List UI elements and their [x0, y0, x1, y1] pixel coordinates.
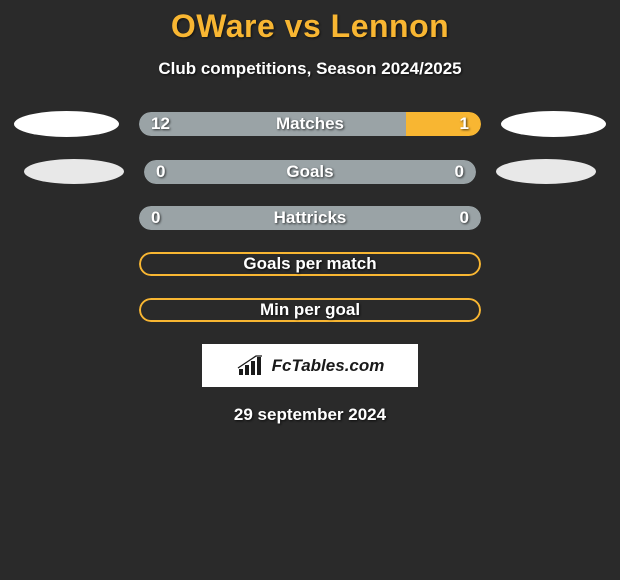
- stat-row-goals: 0 Goals 0: [0, 159, 620, 184]
- date-label: 29 september 2024: [0, 405, 620, 425]
- stat-bar: Min per goal: [139, 298, 481, 322]
- stat-value-left: 0: [151, 208, 160, 228]
- stat-row-hattricks: 0 Hattricks 0: [0, 206, 620, 230]
- subtitle: Club competitions, Season 2024/2025: [0, 59, 620, 79]
- stat-row-min-per-goal: Min per goal: [0, 298, 620, 322]
- page-title: OWare vs Lennon: [0, 8, 620, 45]
- stat-bar: 12 Matches 1: [139, 112, 481, 136]
- stat-bar: 0 Goals 0: [144, 160, 476, 184]
- badge-text: FcTables.com: [272, 356, 385, 376]
- stat-label: Min per goal: [260, 300, 360, 320]
- player-ellipse-left: [14, 111, 119, 137]
- stat-row-matches: 12 Matches 1: [0, 111, 620, 137]
- player-ellipse-right: [501, 111, 606, 137]
- bar-left-segment: [139, 112, 406, 136]
- stat-label: Goals: [286, 162, 333, 182]
- stat-bar: 0 Hattricks 0: [139, 206, 481, 230]
- comparison-card: OWare vs Lennon Club competitions, Seaso…: [0, 0, 620, 425]
- stat-label: Hattricks: [274, 208, 347, 228]
- bar-right-segment: [406, 112, 481, 136]
- stat-row-goals-per-match: Goals per match: [0, 252, 620, 276]
- stat-value-right: 0: [455, 162, 464, 182]
- source-badge[interactable]: FcTables.com: [202, 344, 418, 387]
- chart-icon: [236, 355, 266, 377]
- stat-label: Matches: [276, 114, 344, 134]
- stat-value-left: 12: [151, 114, 170, 134]
- stat-value-right: 0: [460, 208, 469, 228]
- player-ellipse-right: [496, 159, 596, 184]
- stat-value-right: 1: [460, 114, 469, 134]
- stat-bar: Goals per match: [139, 252, 481, 276]
- player-ellipse-left: [24, 159, 124, 184]
- stat-value-left: 0: [156, 162, 165, 182]
- stat-label: Goals per match: [243, 254, 376, 274]
